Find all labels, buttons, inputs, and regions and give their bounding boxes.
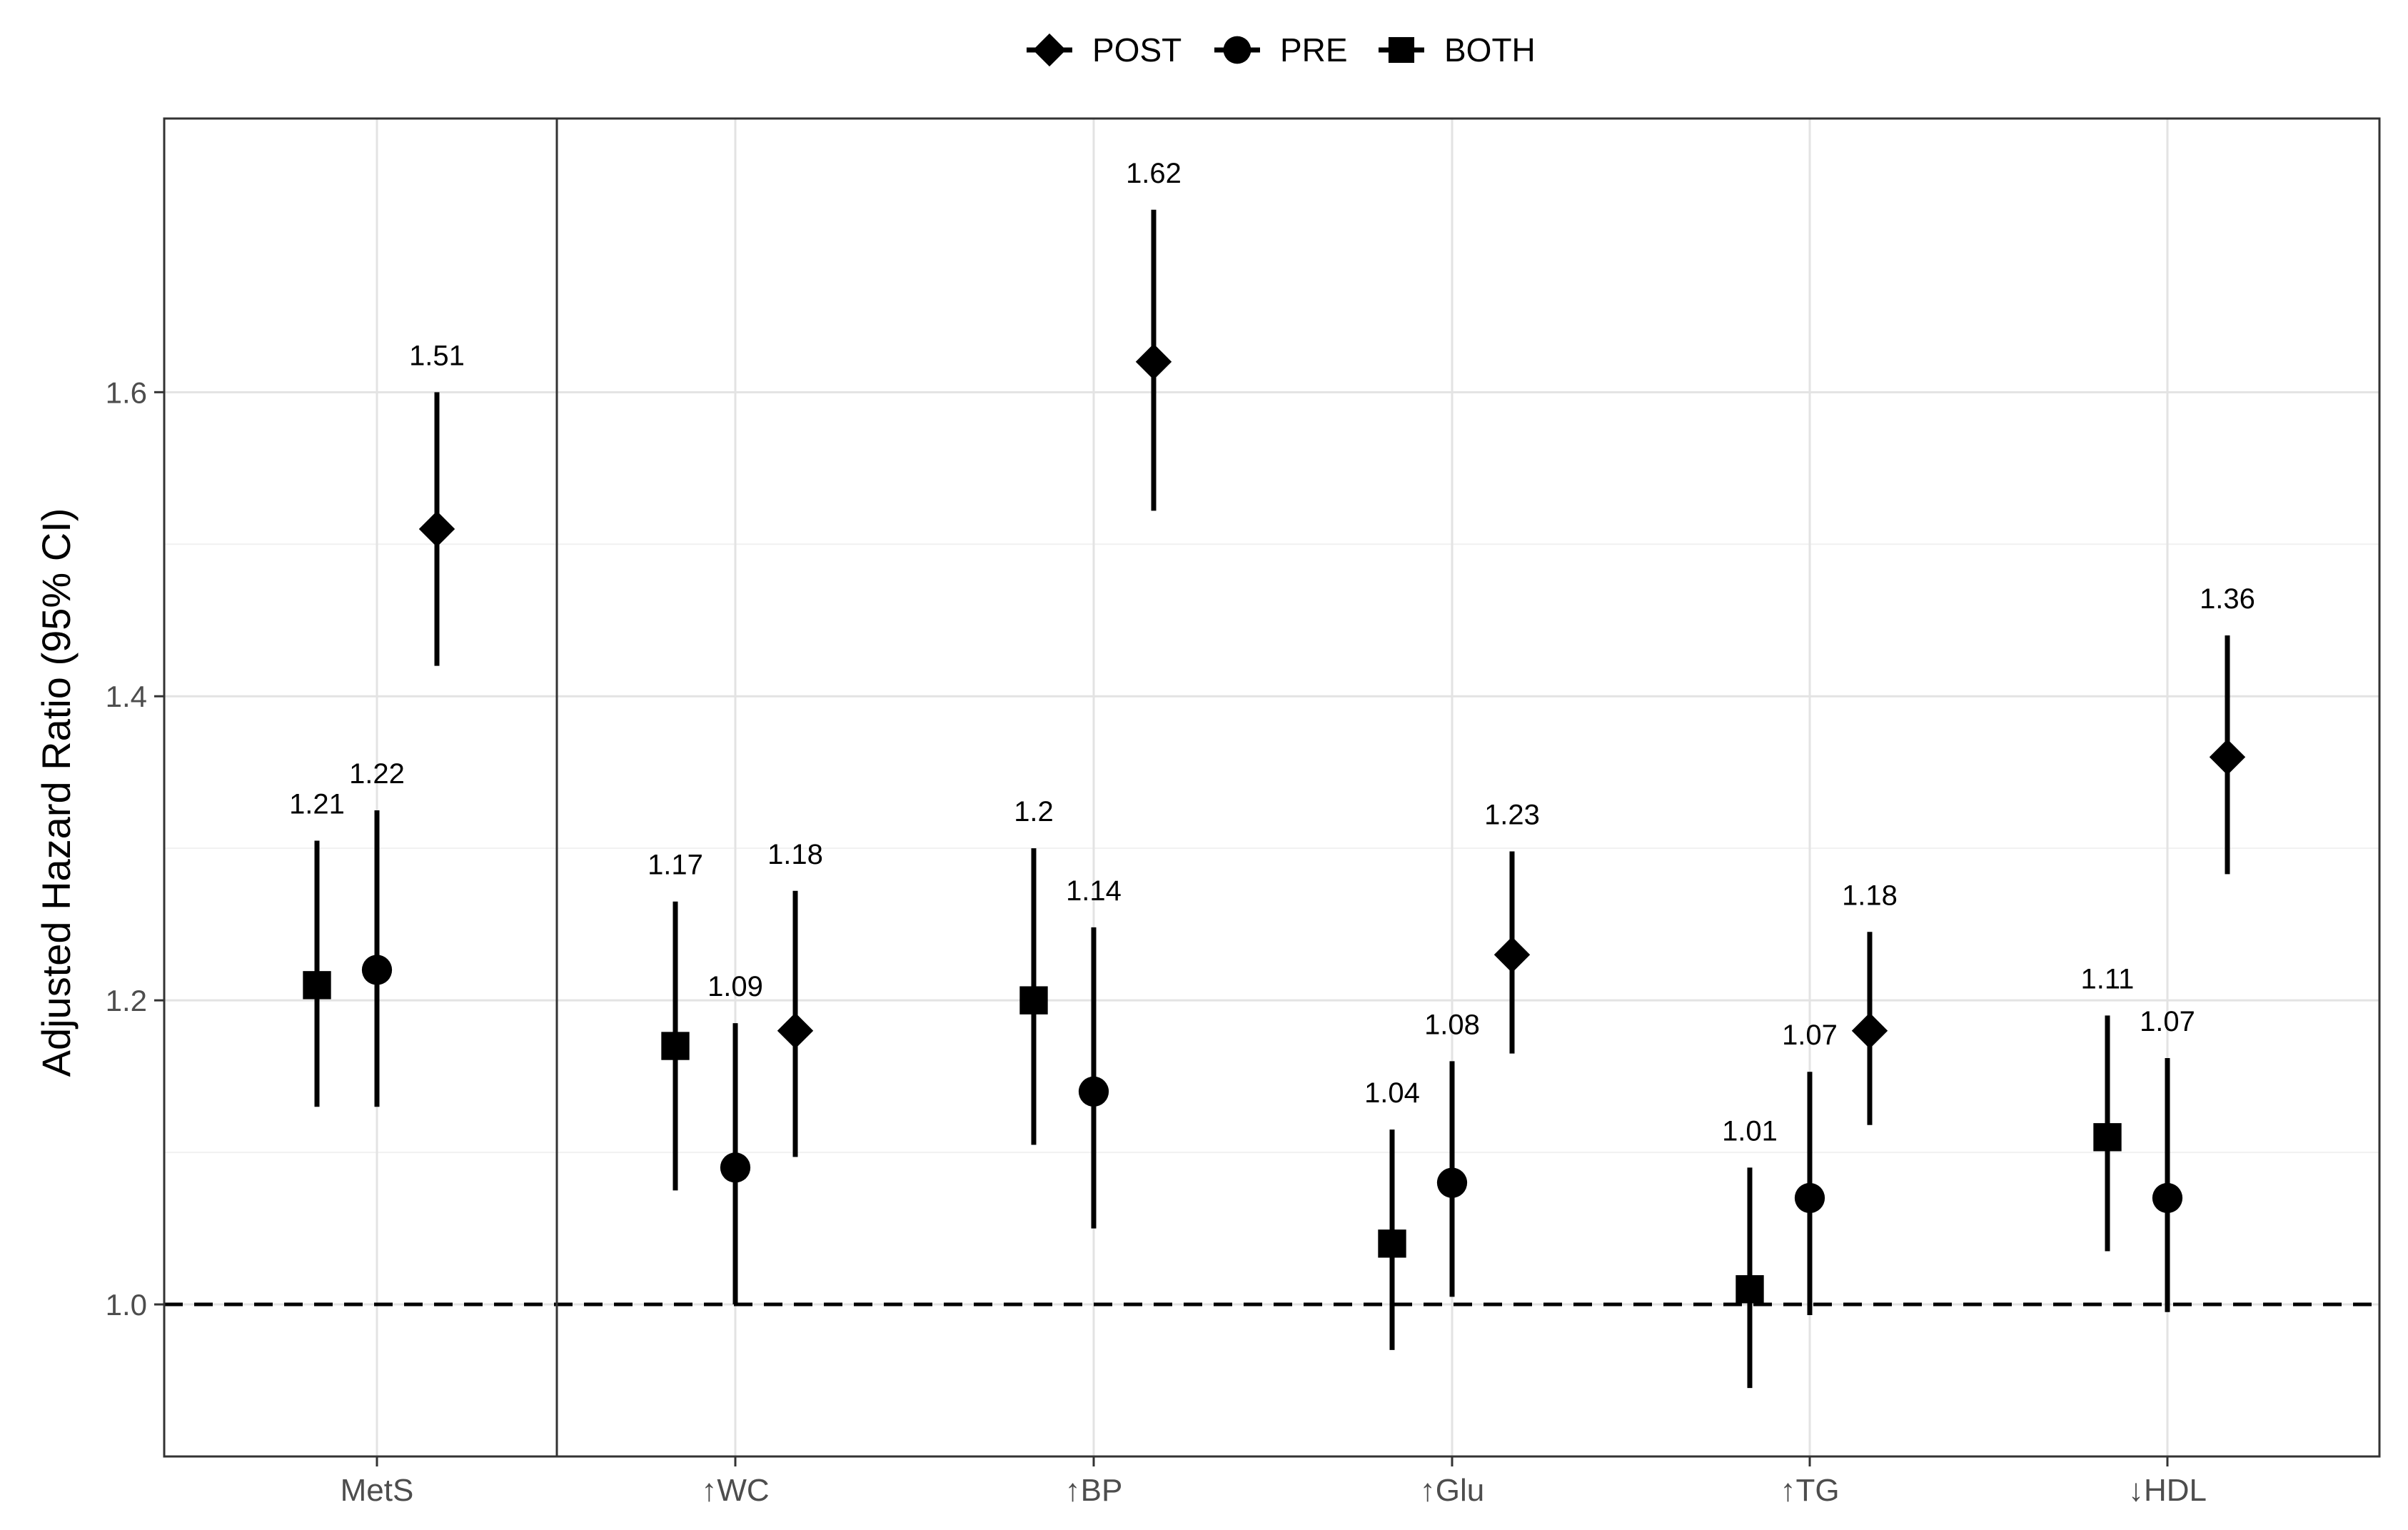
point-circle bbox=[2152, 1182, 2183, 1214]
data-marks: 1.21 1.17 1.2 1.04 1.01 1.11 1.22 1.09 1.14 1.08 1… bbox=[289, 158, 2255, 1389]
legend-key-circle bbox=[1223, 36, 1251, 64]
y-tick-label: 1.6 bbox=[106, 376, 147, 409]
point-range-pre-1: 1.09 bbox=[707, 971, 763, 1305]
data-label: 1.07 bbox=[2140, 1006, 2195, 1037]
data-label: 1.36 bbox=[2200, 583, 2255, 615]
point-range-both-0: 1.21 bbox=[289, 789, 345, 1107]
data-label: 1.09 bbox=[707, 971, 763, 1002]
point-diamond bbox=[418, 510, 455, 548]
point-range-both-4: 1.01 bbox=[1722, 1115, 1778, 1389]
data-label: 1.11 bbox=[2081, 963, 2135, 995]
x-tick-label: MetS bbox=[341, 1473, 414, 1508]
point-range-both-5: 1.11 bbox=[2081, 963, 2135, 1252]
y-tick-label: 1.0 bbox=[106, 1288, 147, 1322]
data-label: 1.08 bbox=[1424, 1009, 1480, 1040]
data-label: 1.21 bbox=[289, 789, 345, 820]
point-diamond bbox=[777, 1012, 814, 1049]
legend: POST PRE BOTH bbox=[1027, 31, 1536, 69]
point-range-pre-3: 1.08 bbox=[1424, 1009, 1480, 1297]
x-tick-label: ↑BP bbox=[1065, 1473, 1123, 1508]
point-square bbox=[1378, 1229, 1406, 1258]
y-tick-label: 1.4 bbox=[106, 680, 147, 713]
left-panel-border bbox=[163, 117, 2381, 1458]
legend-label: PRE bbox=[1280, 31, 1348, 69]
data-label: 1.01 bbox=[1722, 1115, 1778, 1147]
point-diamond bbox=[1851, 1012, 1888, 1049]
legend-item-both: BOTH bbox=[1379, 31, 1536, 69]
point-range-post-5: 1.36 bbox=[2200, 583, 2255, 875]
point-range-post-2: 1.62 bbox=[1126, 158, 1182, 511]
point-range-both-3: 1.04 bbox=[1364, 1077, 1420, 1350]
point-square bbox=[1019, 986, 1048, 1015]
data-label: 1.18 bbox=[767, 839, 823, 870]
point-range-pre-5: 1.07 bbox=[2140, 1006, 2195, 1312]
legend-key-diamond bbox=[1032, 33, 1067, 67]
point-range-post-4: 1.18 bbox=[1842, 880, 1898, 1125]
axes: 1.0 1.2 1.4 1.6 MetS ↑WC ↑BP ↑Glu ↑TG ↓HDL bbox=[106, 117, 2381, 1508]
x-tick-label: ↑Glu bbox=[1420, 1473, 1484, 1508]
y-tick-label: 1.2 bbox=[106, 984, 147, 1017]
data-label: 1.22 bbox=[349, 758, 405, 790]
point-range-post-0: 1.51 bbox=[409, 340, 465, 666]
point-circle bbox=[1078, 1076, 1109, 1107]
point-square bbox=[1736, 1275, 1764, 1304]
point-diamond bbox=[2209, 739, 2246, 775]
point-range-pre-4: 1.07 bbox=[1782, 1020, 1838, 1315]
point-range-both-2: 1.2 bbox=[1014, 796, 1054, 1145]
point-range-pre-0: 1.22 bbox=[349, 758, 405, 1107]
legend-item-post: POST bbox=[1027, 31, 1182, 69]
data-label: 1.23 bbox=[1484, 799, 1540, 830]
data-label: 1.07 bbox=[1782, 1020, 1838, 1051]
x-tick-label: ↑WC bbox=[701, 1473, 769, 1508]
point-range-post-3: 1.23 bbox=[1484, 799, 1540, 1054]
point-circle bbox=[720, 1152, 751, 1183]
point-range-both-1: 1.17 bbox=[648, 850, 703, 1191]
legend-item-pre: PRE bbox=[1214, 31, 1348, 69]
data-label: 1.18 bbox=[1842, 880, 1898, 911]
point-diamond bbox=[1493, 937, 1531, 973]
data-label: 1.14 bbox=[1066, 875, 1122, 907]
legend-label: POST bbox=[1092, 31, 1182, 69]
x-tick-label: ↑TG bbox=[1780, 1473, 1839, 1508]
point-diamond bbox=[1135, 343, 1172, 380]
data-label: 1.2 bbox=[1014, 796, 1054, 827]
data-label: 1.04 bbox=[1364, 1077, 1420, 1109]
legend-label: BOTH bbox=[1444, 31, 1536, 69]
point-circle bbox=[1436, 1167, 1468, 1198]
data-label: 1.62 bbox=[1126, 158, 1182, 189]
data-label: 1.17 bbox=[648, 850, 703, 881]
point-circle bbox=[1794, 1182, 1825, 1214]
legend-key-square bbox=[1388, 36, 1415, 64]
point-square bbox=[2093, 1123, 2122, 1152]
point-square bbox=[303, 971, 331, 1000]
point-range-pre-2: 1.14 bbox=[1066, 875, 1122, 1229]
x-tick-label: ↓HDL bbox=[2128, 1473, 2207, 1508]
point-range-post-1: 1.18 bbox=[767, 839, 823, 1157]
point-square bbox=[661, 1032, 690, 1060]
y-axis-title: Adjusted Hazard Ratio (95% CI) bbox=[34, 508, 79, 1077]
data-label: 1.51 bbox=[409, 340, 465, 371]
point-circle bbox=[361, 955, 393, 985]
